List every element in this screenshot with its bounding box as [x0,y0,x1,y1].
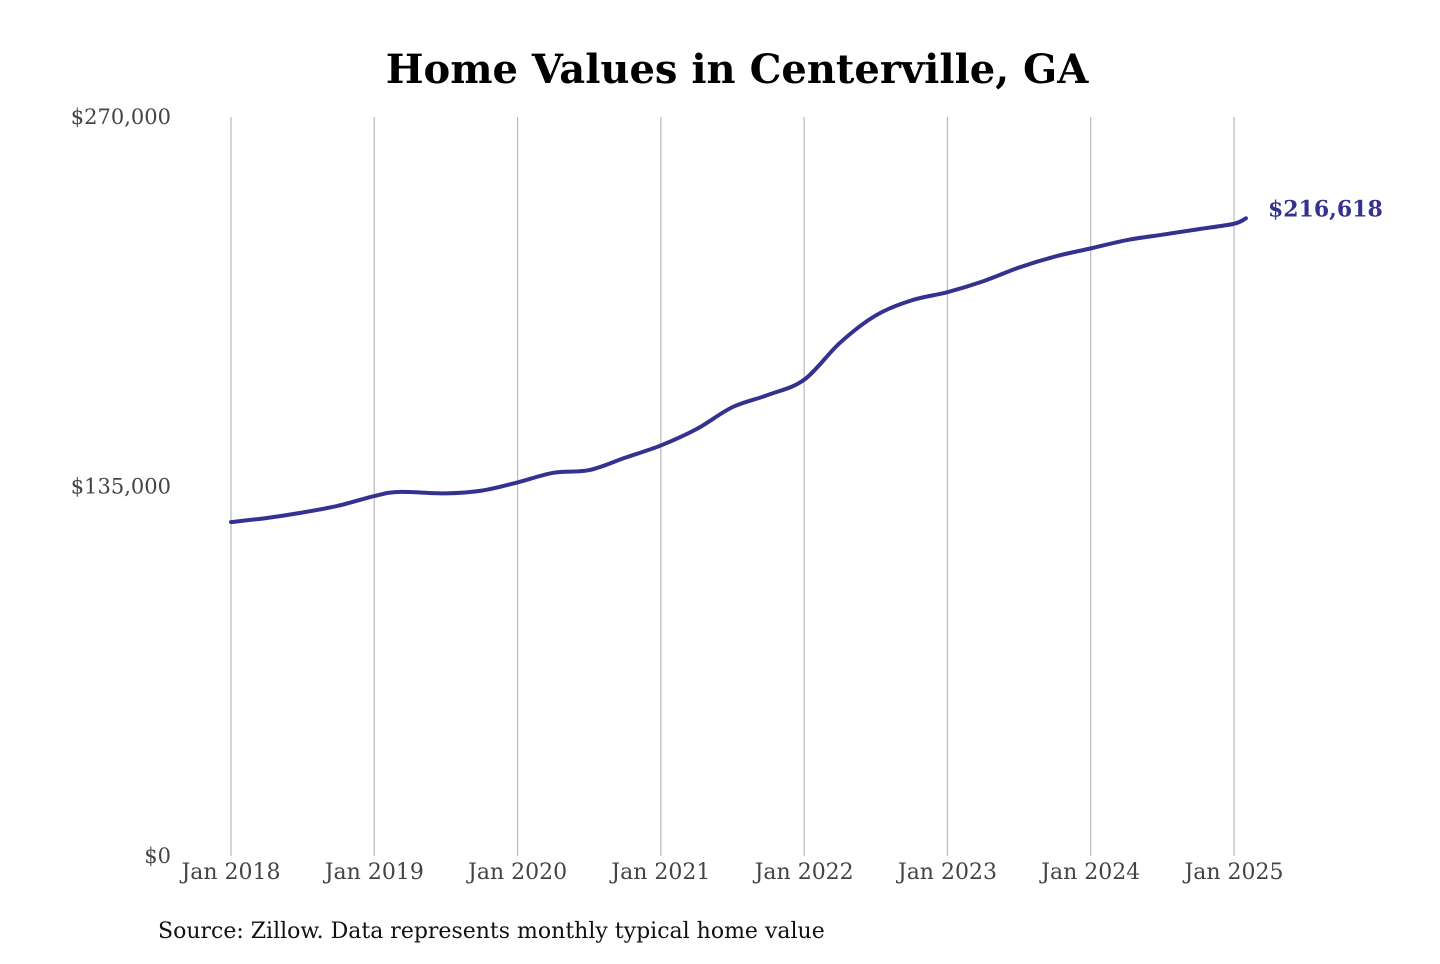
y-axis-ticks: $0 $135,000 $270,000 [71,105,171,868]
chart-title: Home Values in Centerville, GA [386,46,1089,93]
y-tick-label: $135,000 [71,475,171,499]
end-value-label: $216,618 [1268,196,1383,222]
series-line [229,216,1248,525]
x-tick-label: Jan 2018 [179,860,280,885]
x-tick-label: Jan 2024 [1039,860,1140,885]
x-tick-label: Jan 2023 [896,860,997,885]
x-tick-label: Jan 2020 [466,860,567,885]
x-tick-label: Jan 2021 [609,860,710,885]
x-tick-label: Jan 2022 [753,860,854,885]
source-note: Source: Zillow. Data represents monthly … [158,919,825,944]
x-axis-ticks: Jan 2018 Jan 2019 Jan 2020 Jan 2021 Jan 2022… [179,860,1283,885]
series-group: $216,618 [229,196,1383,525]
y-tick-label: $270,000 [71,105,171,129]
gridlines [230,117,1235,856]
x-tick-label: Jan 2019 [323,860,424,885]
y-tick-label: $0 [144,844,171,868]
x-tick-label: Jan 2025 [1182,860,1283,885]
